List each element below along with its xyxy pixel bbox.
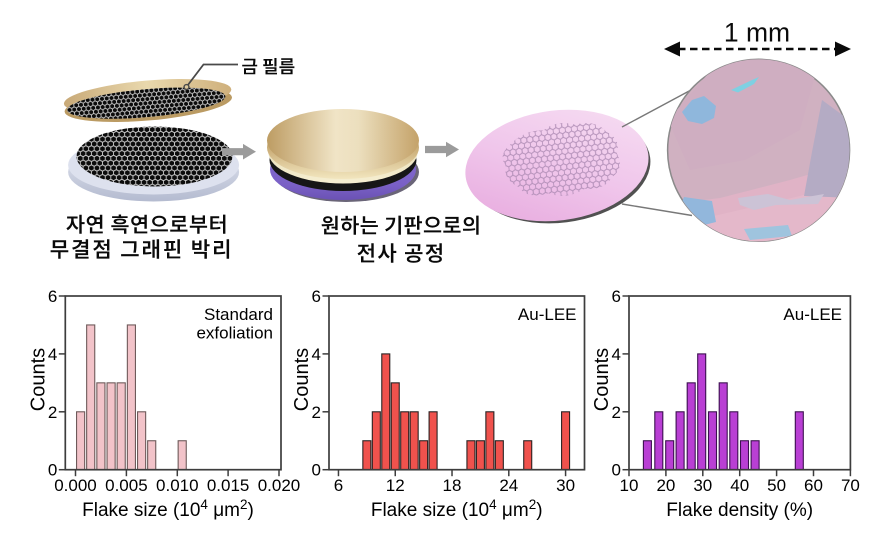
svg-text:Counts: Counts xyxy=(291,348,313,411)
svg-text:30: 30 xyxy=(693,476,712,495)
svg-text:6: 6 xyxy=(48,287,57,306)
svg-text:0.000: 0.000 xyxy=(54,476,97,495)
svg-text:20: 20 xyxy=(656,476,675,495)
svg-text:2: 2 xyxy=(48,403,57,422)
svg-text:Counts: Counts xyxy=(27,348,49,411)
svg-text:4: 4 xyxy=(612,345,621,364)
svg-text:10: 10 xyxy=(620,476,639,495)
svg-text:30: 30 xyxy=(556,476,575,495)
svg-text:Flake size (104 μm2): Flake size (104 μm2) xyxy=(371,497,543,521)
svg-text:4: 4 xyxy=(312,345,321,364)
svg-text:Standard: Standard xyxy=(204,305,273,324)
svg-text:6: 6 xyxy=(334,476,343,495)
svg-text:24: 24 xyxy=(499,476,518,495)
svg-text:Au-LEE: Au-LEE xyxy=(783,305,842,324)
svg-text:0.015: 0.015 xyxy=(207,476,250,495)
svg-text:0.010: 0.010 xyxy=(156,476,199,495)
svg-text:6: 6 xyxy=(612,287,621,306)
svg-text:Flake size (104 μm2): Flake size (104 μm2) xyxy=(82,497,254,521)
svg-text:70: 70 xyxy=(841,476,860,495)
svg-text:0: 0 xyxy=(48,461,57,480)
svg-text:60: 60 xyxy=(804,476,823,495)
svg-text:6: 6 xyxy=(312,287,321,306)
svg-text:1 mm: 1 mm xyxy=(724,18,790,48)
svg-text:18: 18 xyxy=(443,476,462,495)
svg-text:2: 2 xyxy=(312,403,321,422)
svg-text:12: 12 xyxy=(386,476,405,495)
svg-text:Au-LEE: Au-LEE xyxy=(518,305,577,324)
svg-text:40: 40 xyxy=(730,476,749,495)
svg-text:0: 0 xyxy=(612,461,621,480)
svg-text:0: 0 xyxy=(312,461,321,480)
svg-text:4: 4 xyxy=(48,345,57,364)
svg-text:2: 2 xyxy=(612,403,621,422)
svg-text:0.020: 0.020 xyxy=(258,476,301,495)
svg-text:exfoliation: exfoliation xyxy=(196,324,273,343)
svg-text:0.005: 0.005 xyxy=(105,476,148,495)
svg-text:Flake density (%): Flake density (%) xyxy=(666,500,813,521)
svg-text:Counts: Counts xyxy=(591,348,613,411)
svg-text:50: 50 xyxy=(767,476,786,495)
